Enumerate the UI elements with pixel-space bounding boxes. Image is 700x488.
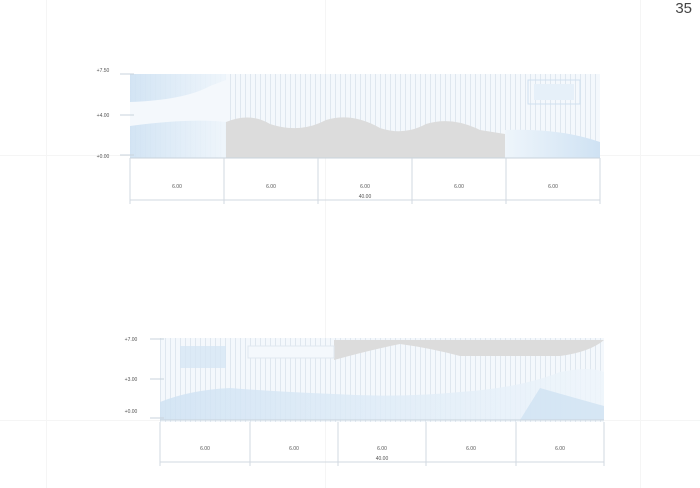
window-band [247, 345, 335, 359]
level-label: +3.00 [125, 377, 138, 383]
level-label: +7.00 [125, 337, 138, 343]
sheet-grid-line [325, 0, 326, 488]
bay-dimension: 6.00 [289, 446, 299, 452]
level-label: +4.00 [97, 113, 110, 119]
bay-dimension: 6.00 [266, 184, 276, 190]
overall-dimension: 40.00 [359, 194, 372, 200]
glazed-volume-right [505, 129, 600, 158]
glazed-base-right [520, 388, 604, 420]
wavy-concrete-wall [226, 117, 505, 158]
level-label: +0.00 [125, 409, 138, 415]
sheet-grid-line [640, 0, 641, 488]
window-opening [180, 346, 226, 368]
bay-dimension: 6.00 [360, 184, 370, 190]
level-label: +7.50 [97, 68, 110, 74]
page-number: 35 [675, 0, 692, 17]
bay-dimension: 6.00 [548, 184, 558, 190]
bay-dimension: 6.00 [200, 446, 210, 452]
window-glass [534, 84, 574, 100]
sheet-grid-line [46, 0, 47, 488]
glazed-base [160, 369, 604, 420]
bay-dimension: 6.00 [172, 184, 182, 190]
glazed-volume-left-band [130, 80, 226, 126]
concrete-canopy [334, 340, 604, 360]
elevation-top: +7.50 +4.00 +0.00 6.00 6.00 6.00 6.00 6.… [97, 68, 601, 204]
level-label: +0.00 [97, 154, 110, 160]
bay-dimension: 6.00 [454, 184, 464, 190]
bay-dimension: 6.00 [555, 446, 565, 452]
bay-dimension: 6.00 [377, 446, 387, 452]
bay-dimension: 6.00 [466, 446, 476, 452]
elevation-bottom: +7.00 +3.00 +0.00 6.00 6.00 6.00 6.00 6.… [125, 337, 605, 466]
window-opening [527, 79, 581, 105]
overall-dimension: 40.00 [376, 456, 389, 462]
